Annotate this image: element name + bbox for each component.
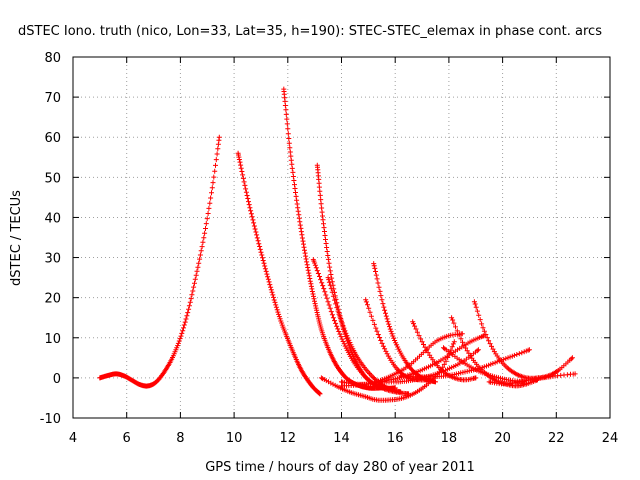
series-18 xyxy=(486,371,578,387)
series-1 xyxy=(97,134,222,389)
series-markers xyxy=(441,345,527,385)
series-markers xyxy=(325,275,404,395)
series-markers xyxy=(318,339,457,403)
y-tick-label: 50 xyxy=(44,171,61,186)
x-tick-label: 10 xyxy=(226,431,243,446)
series-17 xyxy=(441,345,527,385)
x-tick-label: 20 xyxy=(494,431,511,446)
y-tick-label: 70 xyxy=(44,91,61,106)
y-tick-label: 30 xyxy=(44,252,61,267)
series-markers xyxy=(486,371,578,387)
y-tick-label: 20 xyxy=(44,292,61,307)
y-tick-label: 10 xyxy=(44,332,61,347)
chart-title: dSTEC Iono. truth (nico, Lon=33, Lat=35,… xyxy=(18,24,602,39)
series-6 xyxy=(325,275,404,395)
series-markers xyxy=(281,86,385,391)
x-tick-label: 4 xyxy=(69,431,77,446)
series-7 xyxy=(318,339,457,403)
x-tick-label: 6 xyxy=(123,431,131,446)
series-markers xyxy=(398,347,532,380)
series-markers xyxy=(97,134,222,389)
x-tick-label: 12 xyxy=(280,431,297,446)
y-tick-label: 60 xyxy=(44,131,61,146)
series-12 xyxy=(410,319,479,383)
x-tick-label: 22 xyxy=(548,431,565,446)
grid xyxy=(73,57,610,418)
x-tick-label: 16 xyxy=(387,431,404,446)
series-16 xyxy=(398,347,532,380)
y-tick-label: 40 xyxy=(44,211,61,226)
y-axis-label: dSTEC / TECUs xyxy=(9,190,24,286)
series-3 xyxy=(281,86,385,391)
x-tick-label: 18 xyxy=(441,431,458,446)
x-tick-label: 24 xyxy=(602,431,619,446)
x-axis-label: GPS time / hours of day 280 of year 2011 xyxy=(205,460,475,475)
y-tick-label: 80 xyxy=(44,51,61,66)
series-2 xyxy=(235,150,323,397)
series-markers xyxy=(235,150,323,397)
series-markers xyxy=(410,319,479,383)
axis-ticks: 4 6 8 10 12 14 16 18 20 22 24 -10 0 10 20 30 40 50 60 70 80 xyxy=(40,51,619,446)
y-tick-label: -10 xyxy=(40,412,61,427)
data-series xyxy=(97,86,578,403)
x-tick-label: 14 xyxy=(333,431,350,446)
y-tick-label: 0 xyxy=(53,372,61,387)
x-tick-label: 8 xyxy=(176,431,184,446)
